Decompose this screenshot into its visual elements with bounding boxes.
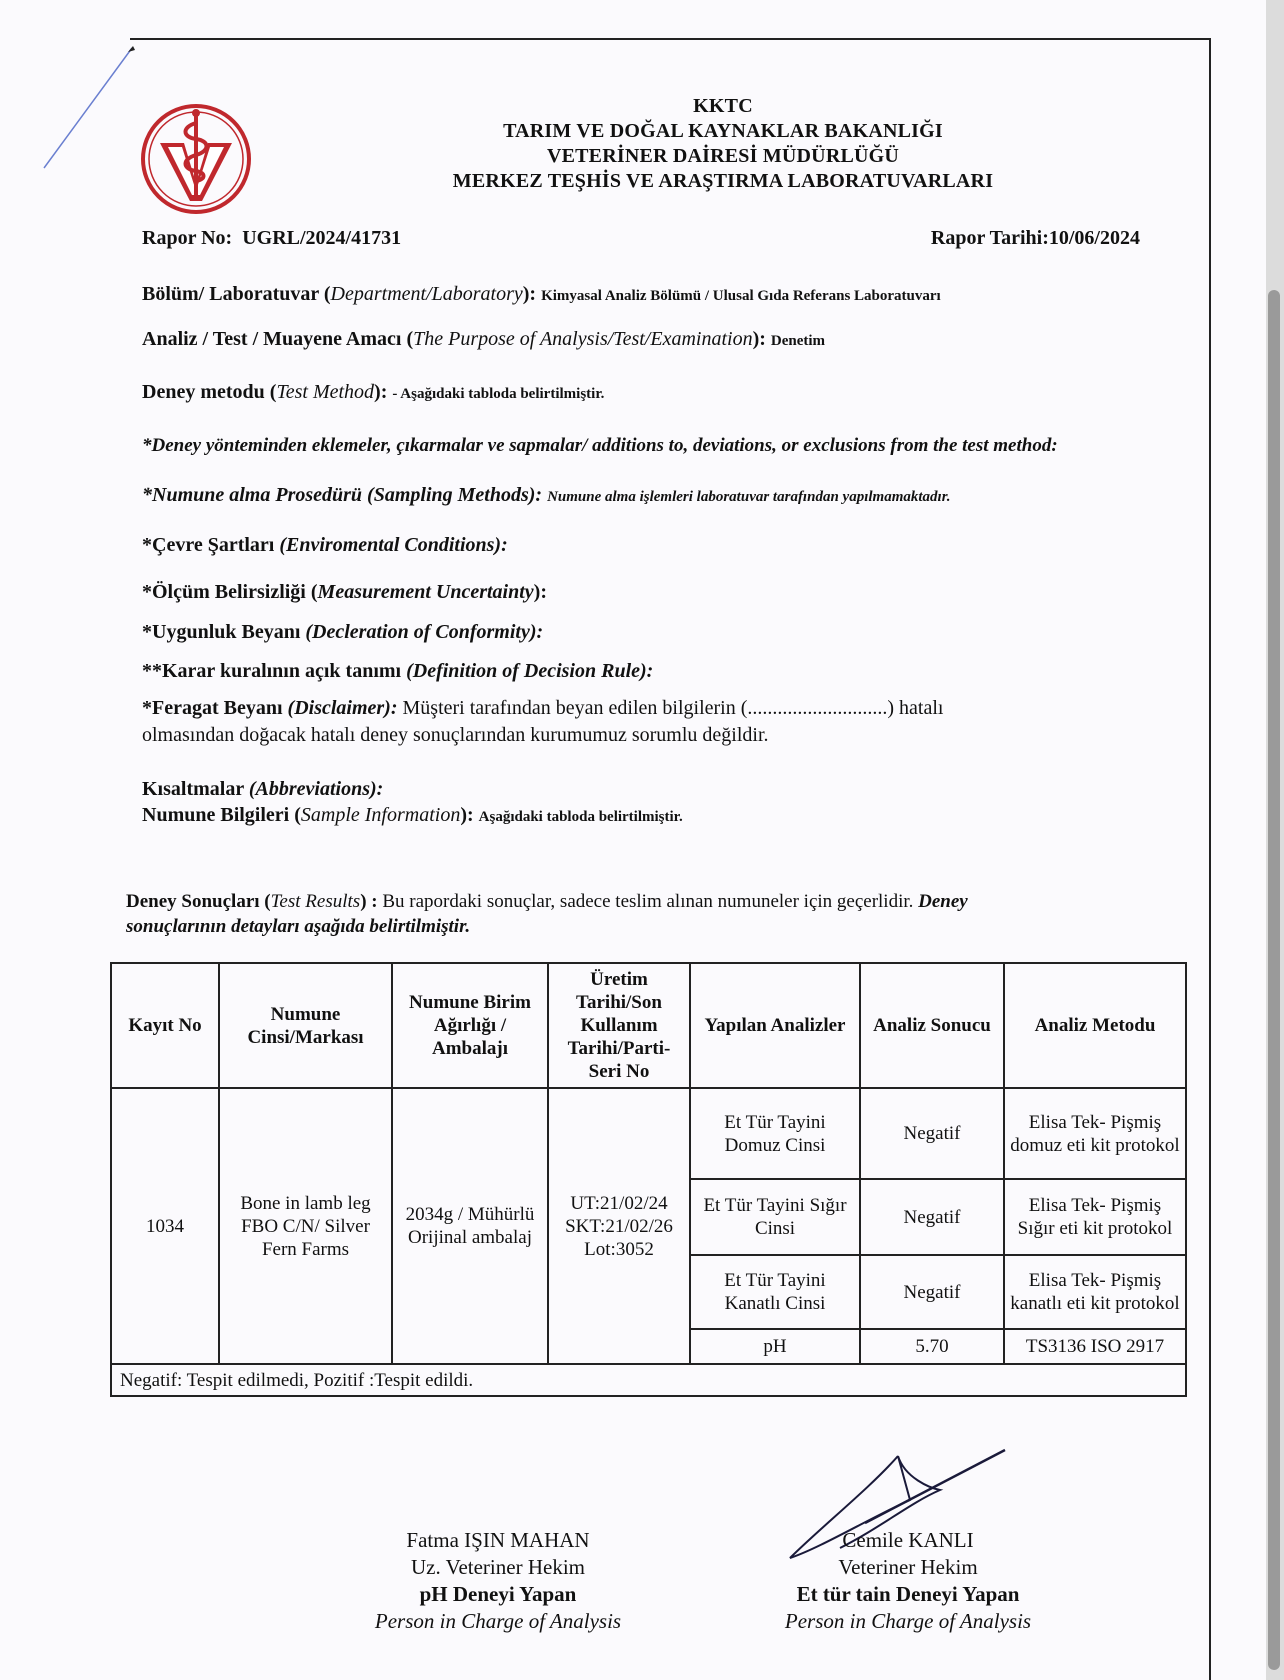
header-line-1: KKTC xyxy=(693,95,753,117)
disclaimer-text-2: olmasından doğacak hatalı deney sonuçlar… xyxy=(142,724,769,746)
analysis-method: Elisa Tek- Pişmiş kanatlı eti kit protok… xyxy=(1003,1254,1187,1330)
analysis-name: pH xyxy=(689,1328,861,1365)
report-date: Rapor Tarihi:10/06/2024 xyxy=(931,227,1140,250)
header-department: VETERİNER DAİRESİ MÜDÜRLÜĞÜ xyxy=(546,145,900,167)
test-method-value: - Aşağıdaki tabloda belirtilmiştir. xyxy=(392,386,605,402)
signer-title: Veteriner Hekim xyxy=(838,1555,978,1579)
analysis-method: Elisa Tek- Pişmiş domuz eti kit protokol xyxy=(1003,1087,1187,1180)
signer-name: Fatma IŞIN MAHAN xyxy=(406,1528,590,1552)
purpose-value: Denetim xyxy=(770,333,826,349)
sampling-field: *Numune alma Prosedürü (Sampling Methods… xyxy=(142,484,951,506)
header-result: Analiz Sonucu xyxy=(859,962,1005,1089)
table-row: pH 5.70 TS3136 ISO 2917 xyxy=(111,1328,1187,1365)
analysis-method: Elisa Tek- Pişmiş Sığır eti kit protokol xyxy=(1003,1178,1187,1256)
table-row: 1034 Bone in lamb leg FBO C/N/ Silver Fe… xyxy=(110,1087,1187,1365)
table-row: Et Tür Tayini Sığır Cinsi Negatif Elisa … xyxy=(111,1178,1187,1256)
page-border-right xyxy=(1209,38,1211,1680)
dates: UT:21/02/24 SKT:21/02/26 Lot:3052 xyxy=(547,1087,691,1365)
signer-role: Et tür tain Deneyi Yapan xyxy=(796,1582,1020,1606)
signer-title: Uz. Veteriner Hekim xyxy=(411,1555,585,1579)
decision-rule-field: **Karar kuralının açık tanımı (Definitio… xyxy=(142,660,654,682)
disclaimer-field: *Feragat Beyanı (Disclaimer): Müşteri ta… xyxy=(142,697,944,719)
header-record-no: Kayıt No xyxy=(110,962,220,1089)
test-method-field: Deney metodu (Test Method): - Aşağıdaki … xyxy=(142,381,605,403)
abbreviations-field: Kısaltmalar (Abbreviations): xyxy=(142,778,384,800)
deviations-field: *Deney yönteminden eklemeler, çıkarmalar… xyxy=(142,435,1058,456)
signer-role-en: Person in Charge of Analysis xyxy=(374,1609,622,1633)
sample-info-field: Numune Bilgileri (Sample Information): A… xyxy=(142,804,683,826)
sample-info-value: Aşağıdaki tabloda belirtilmiştir. xyxy=(478,809,683,825)
uncertainty-field: *Ölçüm Belirsizliği (Measurement Uncerta… xyxy=(142,581,547,603)
results-table: Kayıt No Numune Cinsi/Markası Numune Bir… xyxy=(110,962,1187,1397)
report-date-label: Rapor Tarihi: xyxy=(930,227,1049,249)
analysis-result: 5.70 xyxy=(859,1328,1005,1365)
margin-pen-line xyxy=(43,46,135,169)
department-value: Kimyasal Analiz Bölümü / Ulusal Gıda Ref… xyxy=(541,288,941,304)
analysis-name: Et Tür Tayini Kanatlı Cinsi xyxy=(689,1254,861,1330)
analysis-name: Et Tür Tayini Sığır Cinsi xyxy=(689,1178,861,1256)
report-date-value: 10/06/2024 xyxy=(1048,227,1140,249)
header-unit-weight: Numune Birim Ağırlığı / Ambalajı xyxy=(391,962,549,1089)
analysis-name: Et Tür Tayini Domuz Cinsi xyxy=(689,1087,861,1180)
signer-role-en: Person in Charge of Analysis xyxy=(784,1609,1032,1633)
signature-block-2: Cemile KANLI Veteriner Hekim Et tür tain… xyxy=(758,1527,1058,1635)
disclaimer-text: Müşteri tarafından beyan edilen bilgiler… xyxy=(402,697,944,719)
purpose-field: Analiz / Test / Muayene Amacı (The Purpo… xyxy=(142,328,826,350)
record-no: 1034 xyxy=(110,1087,220,1365)
header-method: Analiz Metodu xyxy=(1003,962,1187,1089)
sample-type: Bone in lamb leg FBO C/N/ Silver Fern Fa… xyxy=(218,1087,393,1365)
header-dates: Üretim Tarihi/Son Kullanım Tarihi/Parti-… xyxy=(547,962,691,1089)
table-footnote-row: Negatif: Tespit edilmedi, Pozitif :Tespi… xyxy=(110,1363,1187,1397)
handwritten-signature xyxy=(789,1448,1006,1559)
analysis-result: Negatif xyxy=(859,1087,1005,1180)
signer-name: Cemile KANLI xyxy=(842,1528,974,1552)
department-field: Bölüm/ Laboratuvar (Department/Laborator… xyxy=(142,283,941,305)
analysis-method: TS3136 ISO 2917 xyxy=(1003,1328,1187,1365)
sampling-value: Numune alma işlemleri laboratuvar tarafı… xyxy=(547,489,951,505)
scrollbar-thumb[interactable] xyxy=(1268,290,1280,1670)
unit-weight: 2034g / Mühürlü Orijinal ambalaj xyxy=(391,1087,549,1365)
signer-role: pH Deneyi Yapan xyxy=(419,1582,577,1606)
report-no-value: UGRL/2024/41731 xyxy=(242,227,402,249)
page-border-top xyxy=(130,38,1211,40)
veterinary-logo xyxy=(141,104,251,214)
header-ministry: TARIM VE DOĞAL KAYNAKLAR BAKANLIĞI xyxy=(503,120,943,142)
analysis-result: Negatif xyxy=(859,1254,1005,1330)
header-laboratories: MERKEZ TEŞHİS VE ARAŞTIRMA LABORATUVARLA… xyxy=(452,170,994,192)
header-sample-type: Numune Cinsi/Markası xyxy=(218,962,393,1089)
environment-field: *Çevre Şartları (Enviromental Conditions… xyxy=(142,534,508,556)
table-footnote: Negatif: Tespit edilmedi, Pozitif :Tespi… xyxy=(110,1363,1187,1397)
conformity-field: *Uygunluk Beyanı (Decleration of Conform… xyxy=(142,621,544,643)
signature-block-1: Fatma IŞIN MAHAN Uz. Veteriner Hekim pH … xyxy=(348,1527,648,1635)
report-number: Rapor No: UGRL/2024/41731 xyxy=(142,227,401,250)
table-row: Et Tür Tayini Kanatlı Cinsi Negatif Elis… xyxy=(111,1254,1187,1330)
analysis-result: Negatif xyxy=(859,1178,1005,1256)
results-intro: Deney Sonuçları (Test Results) : Bu rapo… xyxy=(126,891,968,912)
table-header-row: Kayıt No Numune Cinsi/Markası Numune Bir… xyxy=(110,962,1187,1089)
report-no-label: Rapor No: xyxy=(142,227,233,249)
results-intro-2: sonuçlarının detayları aşağıda belirtilm… xyxy=(126,916,471,937)
header-analyses: Yapılan Analizler xyxy=(689,962,861,1089)
